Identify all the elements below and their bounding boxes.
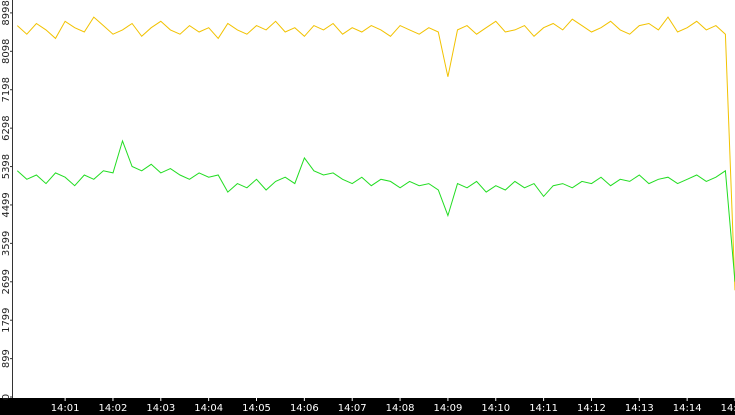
x-tick-label: 14:11 [529, 403, 558, 414]
y-tick-label: 899 [1, 349, 12, 368]
x-tick-label: 14:06 [290, 403, 319, 414]
y-tick-label: 2699 [1, 269, 12, 294]
x-tick-label: 14:09 [433, 403, 462, 414]
y-tick-label: 0 [1, 394, 12, 400]
x-tick-label: 14:13 [625, 403, 654, 414]
x-tick-label: 14:14 [673, 403, 702, 414]
series-line [16, 16, 735, 291]
y-tick-label: 8098 [1, 39, 12, 64]
x-tick-label: 14:10 [481, 403, 510, 414]
y-tick-label: 6298 [1, 115, 12, 140]
y-tick-label: 3599 [1, 231, 12, 256]
x-tick-label: 14:08 [386, 403, 415, 414]
y-tick-label: 8998 [1, 0, 12, 25]
series-line [16, 139, 735, 282]
x-tick-label: 14:12 [577, 403, 606, 414]
x-tick-label: 14:02 [99, 403, 128, 414]
x-axis-band [0, 398, 735, 415]
y-tick-label: 5398 [1, 154, 12, 179]
x-tick-label: 14:05 [242, 403, 271, 414]
x-tick-label: 14:15 [721, 403, 735, 414]
x-tick-label: 14:07 [338, 403, 367, 414]
y-tick-label: 7198 [1, 77, 12, 102]
y-tick-label: 4499 [1, 192, 12, 217]
x-tick-label: 14:01 [51, 403, 80, 414]
x-tick-label: 14:04 [194, 403, 223, 414]
x-tick-label: 14:03 [146, 403, 175, 414]
y-tick-label: 1799 [1, 307, 12, 332]
